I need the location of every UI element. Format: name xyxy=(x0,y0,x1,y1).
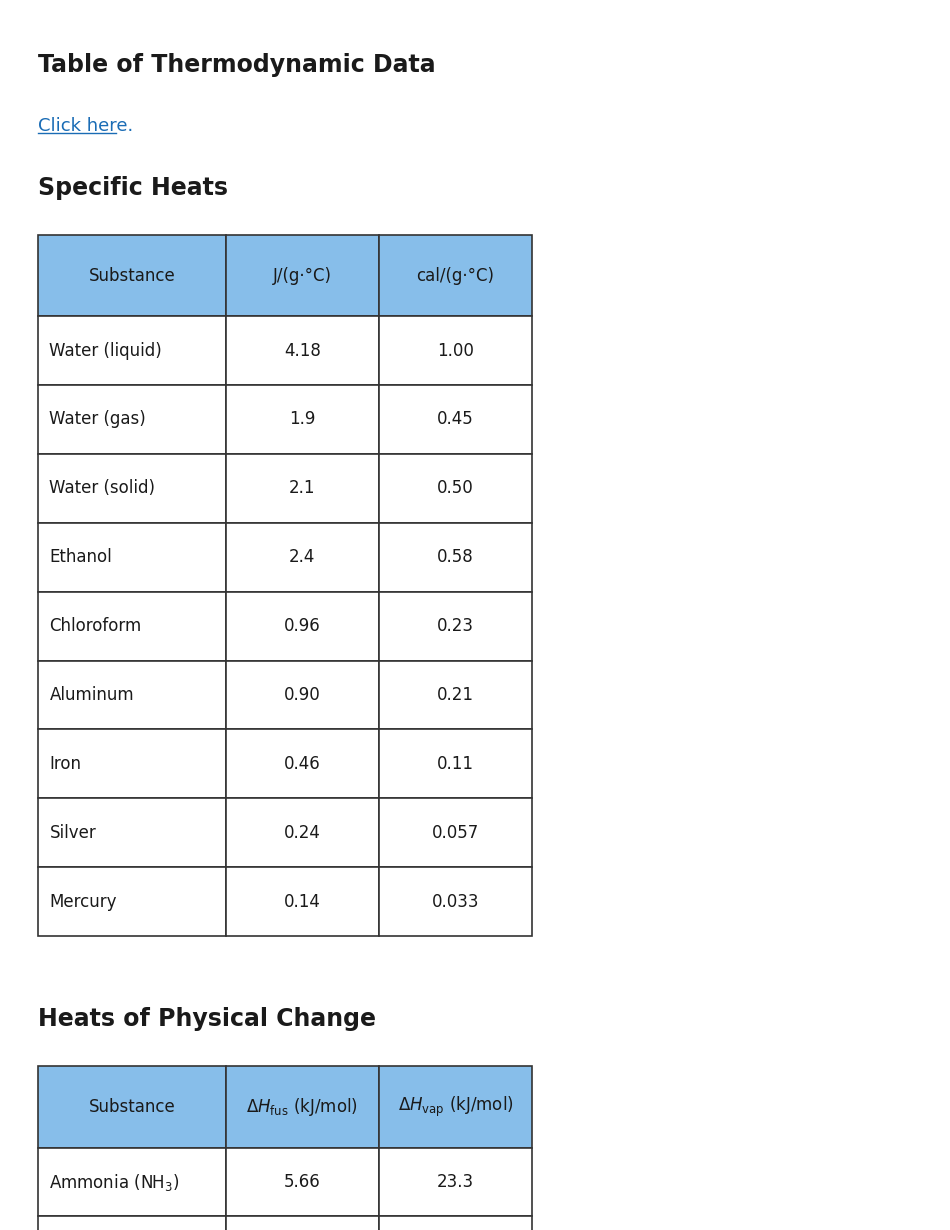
Text: 1.9: 1.9 xyxy=(289,411,315,428)
FancyBboxPatch shape xyxy=(226,1066,379,1148)
FancyBboxPatch shape xyxy=(379,316,532,385)
FancyBboxPatch shape xyxy=(226,1216,379,1230)
Text: Ethanol: Ethanol xyxy=(49,549,112,566)
Text: 0.21: 0.21 xyxy=(437,686,474,704)
FancyBboxPatch shape xyxy=(379,454,532,523)
FancyBboxPatch shape xyxy=(226,592,379,661)
FancyBboxPatch shape xyxy=(379,867,532,936)
FancyBboxPatch shape xyxy=(38,1148,226,1216)
FancyBboxPatch shape xyxy=(38,235,226,316)
FancyBboxPatch shape xyxy=(379,1148,532,1216)
Text: 5.66: 5.66 xyxy=(284,1173,321,1191)
FancyBboxPatch shape xyxy=(38,729,226,798)
FancyBboxPatch shape xyxy=(379,729,532,798)
FancyBboxPatch shape xyxy=(38,1216,226,1230)
Text: Water (liquid): Water (liquid) xyxy=(49,342,162,359)
FancyBboxPatch shape xyxy=(38,523,226,592)
Text: Silver: Silver xyxy=(49,824,96,841)
Text: Iron: Iron xyxy=(49,755,82,772)
Text: 0.14: 0.14 xyxy=(284,893,321,910)
Text: 0.057: 0.057 xyxy=(432,824,479,841)
Text: Aluminum: Aluminum xyxy=(49,686,134,704)
Text: 2.4: 2.4 xyxy=(289,549,315,566)
FancyBboxPatch shape xyxy=(379,385,532,454)
Text: 0.23: 0.23 xyxy=(437,617,474,635)
Text: Substance: Substance xyxy=(88,267,175,284)
Text: Water (gas): Water (gas) xyxy=(49,411,146,428)
Text: Specific Heats: Specific Heats xyxy=(38,176,228,200)
Text: Ammonia (NH$_3$): Ammonia (NH$_3$) xyxy=(49,1171,180,1193)
FancyBboxPatch shape xyxy=(379,235,532,316)
FancyBboxPatch shape xyxy=(226,661,379,729)
Text: J/(g·°C): J/(g·°C) xyxy=(273,267,332,284)
Text: 0.96: 0.96 xyxy=(284,617,321,635)
Text: 0.24: 0.24 xyxy=(284,824,321,841)
FancyBboxPatch shape xyxy=(379,1216,532,1230)
FancyBboxPatch shape xyxy=(38,661,226,729)
FancyBboxPatch shape xyxy=(38,1066,226,1148)
FancyBboxPatch shape xyxy=(226,454,379,523)
FancyBboxPatch shape xyxy=(226,385,379,454)
Text: 0.45: 0.45 xyxy=(437,411,474,428)
FancyBboxPatch shape xyxy=(379,1066,532,1148)
Text: 0.58: 0.58 xyxy=(437,549,474,566)
FancyBboxPatch shape xyxy=(226,867,379,936)
Text: Mercury: Mercury xyxy=(49,893,117,910)
FancyBboxPatch shape xyxy=(38,454,226,523)
Text: 0.50: 0.50 xyxy=(437,480,474,497)
FancyBboxPatch shape xyxy=(38,316,226,385)
Text: 0.90: 0.90 xyxy=(284,686,321,704)
Text: Table of Thermodynamic Data: Table of Thermodynamic Data xyxy=(38,53,436,77)
Text: 4.18: 4.18 xyxy=(284,342,321,359)
Text: Heats of Physical Change: Heats of Physical Change xyxy=(38,1007,376,1032)
Text: 23.3: 23.3 xyxy=(437,1173,474,1191)
FancyBboxPatch shape xyxy=(226,316,379,385)
Text: Chloroform: Chloroform xyxy=(49,617,142,635)
Text: $\Delta H_{\mathrm{fus}}$ (kJ/mol): $\Delta H_{\mathrm{fus}}$ (kJ/mol) xyxy=(246,1096,358,1118)
FancyBboxPatch shape xyxy=(38,798,226,867)
FancyBboxPatch shape xyxy=(226,1148,379,1216)
FancyBboxPatch shape xyxy=(379,798,532,867)
Text: Water (solid): Water (solid) xyxy=(49,480,156,497)
Text: cal/(g·°C): cal/(g·°C) xyxy=(416,267,494,284)
Text: 0.46: 0.46 xyxy=(284,755,321,772)
FancyBboxPatch shape xyxy=(379,661,532,729)
Text: Click here.: Click here. xyxy=(38,117,133,135)
FancyBboxPatch shape xyxy=(226,235,379,316)
Text: $\Delta H_{\mathrm{vap}}$ (kJ/mol): $\Delta H_{\mathrm{vap}}$ (kJ/mol) xyxy=(397,1095,513,1119)
FancyBboxPatch shape xyxy=(379,592,532,661)
FancyBboxPatch shape xyxy=(38,385,226,454)
Text: 0.11: 0.11 xyxy=(437,755,474,772)
Text: 0.033: 0.033 xyxy=(431,893,479,910)
FancyBboxPatch shape xyxy=(38,867,226,936)
Text: 2.1: 2.1 xyxy=(289,480,315,497)
Text: 1.00: 1.00 xyxy=(437,342,474,359)
FancyBboxPatch shape xyxy=(379,523,532,592)
FancyBboxPatch shape xyxy=(226,798,379,867)
Text: Substance: Substance xyxy=(88,1098,175,1116)
FancyBboxPatch shape xyxy=(226,523,379,592)
FancyBboxPatch shape xyxy=(226,729,379,798)
FancyBboxPatch shape xyxy=(38,592,226,661)
